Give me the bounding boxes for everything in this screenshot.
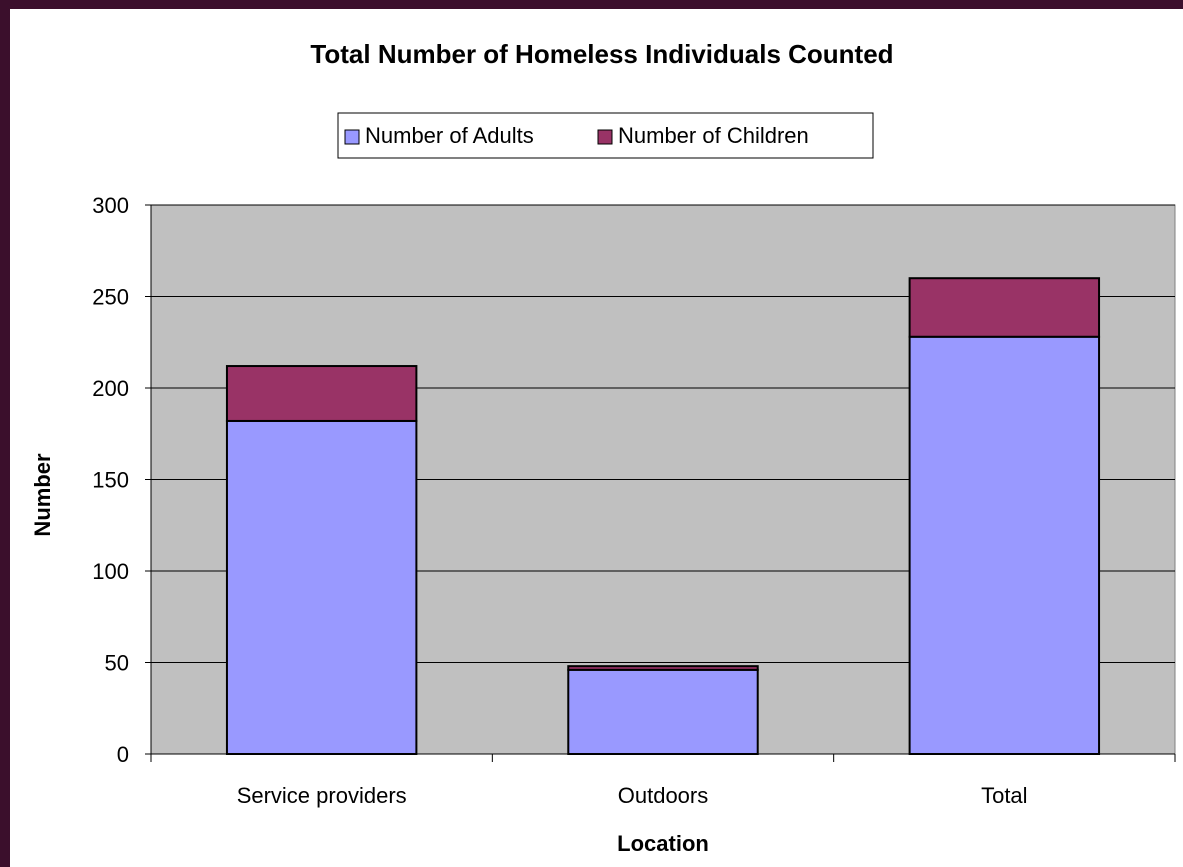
x-tick-labels: Service providers Outdoors Total: [237, 783, 1028, 808]
y-tick-label: 250: [92, 285, 129, 310]
x-tick-label: Outdoors: [618, 783, 709, 808]
x-tick-label: Service providers: [237, 783, 407, 808]
bars: [225, 277, 1101, 756]
y-tick-labels: 0 50 100 150 200 250 300: [92, 193, 129, 767]
legend-label-children: Number of Children: [618, 123, 809, 148]
x-axis-title: Location: [617, 831, 709, 856]
y-tick-label: 0: [117, 742, 129, 767]
legend-label-adults: Number of Adults: [365, 123, 534, 148]
legend-swatch-adults: [344, 129, 360, 145]
y-tick-label: 200: [92, 376, 129, 401]
x-tick-label: Total: [981, 783, 1027, 808]
bar-adults-0: [225, 419, 418, 755]
y-tick-label: 150: [92, 468, 129, 493]
bar-children-0: [225, 365, 418, 422]
chart-title: Total Number of Homeless Individuals Cou…: [310, 39, 893, 69]
bar-children-1: [567, 665, 759, 671]
legend-swatch-children: [597, 129, 613, 145]
bar-children-2: [908, 277, 1101, 338]
y-tick-label: 100: [92, 559, 129, 584]
y-tick-label: 300: [92, 193, 129, 218]
bar-adults-2: [908, 335, 1101, 755]
y-axis-title: Number: [30, 453, 55, 537]
axes: [145, 204, 1176, 762]
y-tick-label: 50: [105, 651, 129, 676]
bar-adults-1: [567, 668, 759, 756]
legend: Number of Adults Number of Children: [337, 112, 874, 159]
